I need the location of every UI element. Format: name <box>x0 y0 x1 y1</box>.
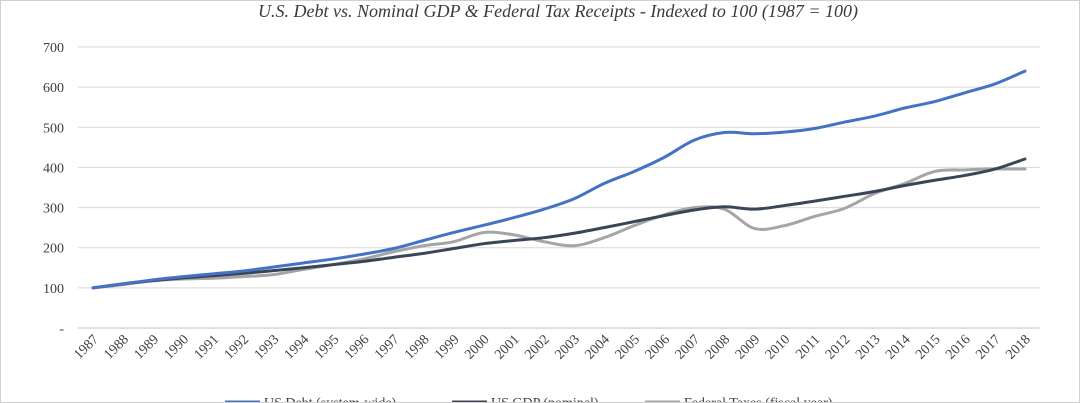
legend: US Debt (system-wide) US GDP (nominal) Fed… <box>225 396 833 403</box>
y-tick-label: 200 <box>43 242 64 257</box>
x-tick-label: 1988 <box>102 332 132 362</box>
x-tick-label: 1992 <box>222 332 252 362</box>
x-tick-label: 2002 <box>522 332 552 362</box>
x-tick-label: 1987 <box>71 332 101 362</box>
x-tick-label: 2010 <box>763 332 793 362</box>
x-tick-label: 1991 <box>192 332 222 362</box>
x-tick-label: 1997 <box>372 332 402 362</box>
x-axis-ticks: 1987 1988 1989 1990 1991 1992 1993 1994 1995 1996… <box>71 332 1033 362</box>
y-tick-label: 100 <box>43 282 64 297</box>
x-tick-label: 1990 <box>162 332 192 362</box>
x-tick-label: 2005 <box>613 332 643 362</box>
x-tick-label: 2013 <box>853 332 883 362</box>
x-tick-label: 1989 <box>132 332 162 362</box>
x-tick-label: 2007 <box>673 332 703 362</box>
y-tick-label: 300 <box>43 202 64 217</box>
x-tick-label: 2001 <box>492 332 522 362</box>
gridlines <box>78 46 1040 329</box>
x-tick-label: 1996 <box>342 332 372 362</box>
x-tick-label: 2006 <box>643 332 673 362</box>
x-tick-label: 1999 <box>432 332 462 362</box>
series-line-1 <box>91 157 1027 290</box>
x-tick-label: 2000 <box>462 332 492 362</box>
chart-title: U.S. Debt vs. Nominal GDP & Federal Tax … <box>258 1 858 22</box>
y-tick-label: - <box>59 322 64 337</box>
x-tick-label: 2012 <box>823 332 853 362</box>
y-tick-label: 400 <box>43 161 64 176</box>
x-tick-label: 2004 <box>583 332 613 362</box>
legend-label: US Debt (system-wide) <box>264 396 397 403</box>
x-tick-label: 1995 <box>312 332 342 362</box>
series-lines <box>91 69 1027 290</box>
x-tick-label: 1998 <box>402 332 432 362</box>
x-tick-label: 2003 <box>552 332 582 362</box>
x-tick-label: 2017 <box>973 332 1003 362</box>
y-tick-label: 600 <box>43 81 64 96</box>
x-tick-label: 2015 <box>913 332 943 362</box>
y-axis-ticks: - 100 200 300 400 500 600 700 <box>43 41 64 337</box>
x-tick-label: 2008 <box>703 332 733 362</box>
series-line-0 <box>91 69 1027 290</box>
series-line-2 <box>91 167 1027 290</box>
legend-label: Federal Taxes (fiscal year) <box>684 396 833 403</box>
legend-label: US GDP (nominal) <box>491 396 599 403</box>
x-tick-label: 2014 <box>883 332 913 362</box>
x-tick-label: 2016 <box>943 332 973 362</box>
y-tick-label: 700 <box>43 41 64 56</box>
x-tick-label: 2009 <box>733 332 763 362</box>
x-tick-label: 1994 <box>282 332 312 362</box>
x-tick-label: 1993 <box>252 332 282 362</box>
y-tick-label: 500 <box>43 121 64 136</box>
x-tick-label: 2018 <box>1003 332 1033 362</box>
x-tick-label: 2011 <box>793 332 823 362</box>
